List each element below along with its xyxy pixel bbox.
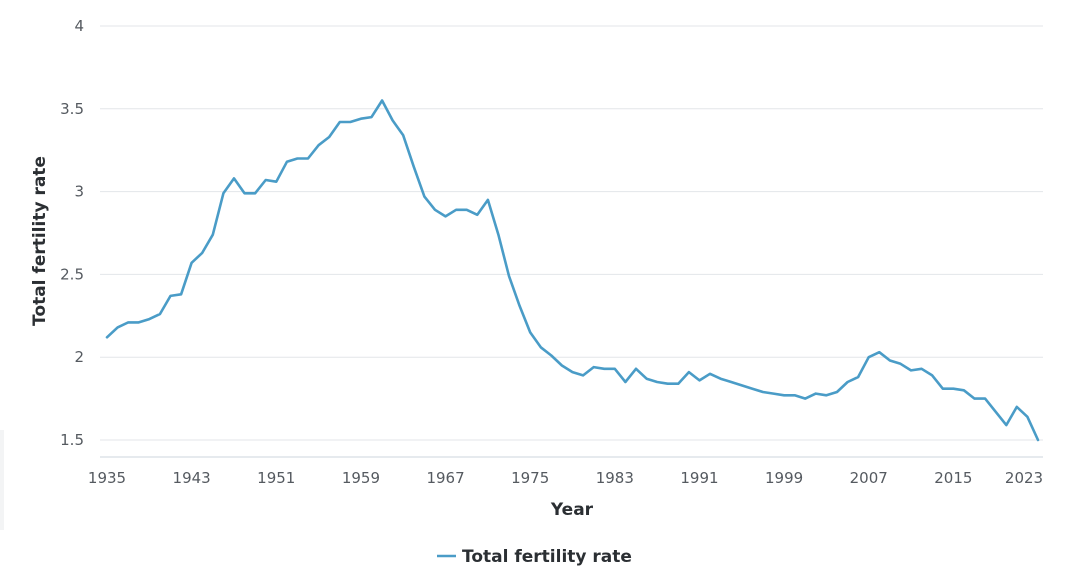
x-tick-label: 1943	[173, 469, 211, 487]
y-tick-label: 3	[74, 183, 84, 201]
y-tick-label: 3.5	[60, 100, 84, 118]
x-tick-label: 2023	[1005, 469, 1043, 487]
gridlines	[100, 25, 1043, 458]
y-tick-label: 4	[74, 17, 84, 35]
y-tick-label: 1.5	[60, 431, 84, 449]
x-tick-label: 1999	[765, 469, 803, 487]
page-edge-shadow	[0, 430, 4, 530]
x-tick-label: 2007	[850, 469, 888, 487]
x-tick-label: 2015	[934, 469, 972, 487]
y-axis-title: Total fertility rate	[30, 156, 50, 326]
legend[interactable]: Total fertility rate	[437, 547, 632, 567]
x-tick-label: 1967	[426, 469, 464, 487]
x-tick-label: 1959	[342, 469, 380, 487]
x-tick-label: 1935	[88, 469, 126, 487]
x-tick-label: 1991	[680, 469, 718, 487]
y-axis-ticks: 1.5 2 2.5 3 3.5 4	[60, 17, 84, 449]
series-layer	[105, 99, 1040, 442]
x-tick-label: 1975	[511, 469, 549, 487]
x-axis-title: Year	[550, 500, 594, 520]
x-tick-label: 1951	[257, 469, 295, 487]
x-axis-ticks: 1935 1943 1951 1959 1967 1975 1983 1991 1999 2007…	[88, 469, 1043, 487]
y-tick-label: 2.5	[60, 265, 84, 283]
series-line-total-fertility-rate	[105, 99, 1040, 442]
legend-label-total-fertility-rate[interactable]: Total fertility rate	[462, 547, 632, 567]
y-tick-label: 2	[74, 348, 84, 366]
x-tick-label: 1983	[596, 469, 634, 487]
